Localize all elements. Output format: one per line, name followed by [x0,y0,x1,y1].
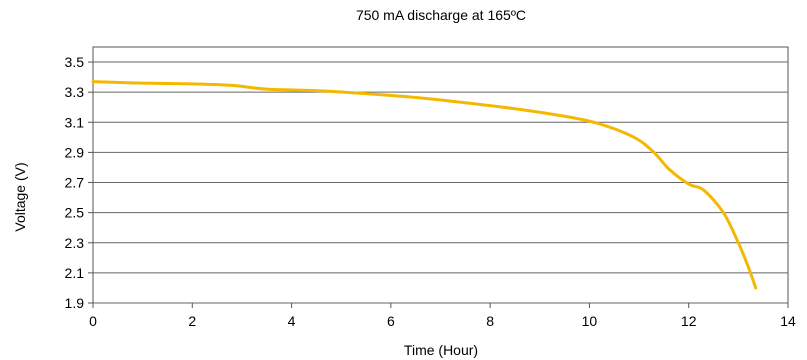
y-tick-label: 2.5 [65,205,85,221]
y-axis-title: Voltage (V) [12,162,28,231]
x-tick-label: 8 [486,313,494,329]
x-tick-label: 6 [387,313,395,329]
chart-title: 750 mA discharge at 165ºC [356,7,526,23]
x-tick-label: 10 [582,313,598,329]
voltage-series-line [91,80,758,290]
y-axis-ticks: 1.9 2.1 2.3 2.5 2.7 2.9 3.1 3.3 3.5 [65,54,93,311]
grid-lines [92,46,789,304]
x-axis-title: Time (Hour) [404,342,478,358]
x-tick-label: 12 [681,313,697,329]
y-tick-label: 2.9 [65,144,85,160]
y-tick-label: 2.7 [65,175,85,191]
y-tick-label: 3.1 [65,114,85,130]
y-tick-label: 1.9 [65,295,85,311]
y-tick-label: 2.3 [65,235,85,251]
plot-area [91,80,758,290]
y-tick-label: 3.5 [65,54,85,70]
y-tick-label: 3.3 [65,84,85,100]
x-axis-ticks: 0 2 4 6 8 10 12 14 [89,303,796,329]
x-tick-label: 14 [780,313,796,329]
x-tick-label: 4 [288,313,296,329]
x-tick-label: 2 [188,313,196,329]
x-tick-label: 0 [89,313,97,329]
y-tick-label: 2.1 [65,265,85,281]
